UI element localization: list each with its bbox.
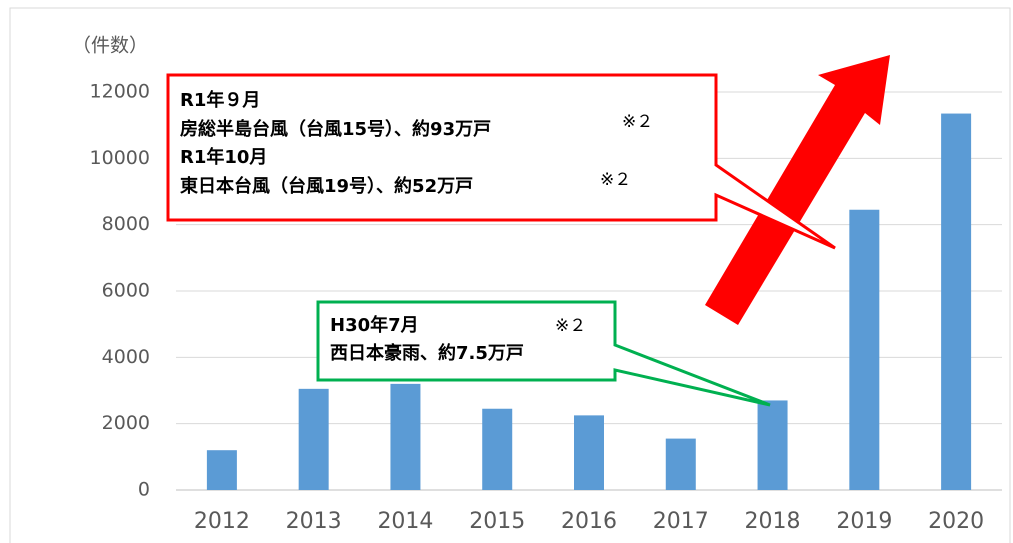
y-tick-label: 6000: [102, 280, 150, 302]
x-tick-label: 2019: [836, 509, 892, 534]
annotation-text: H30年7月: [330, 314, 419, 336]
x-tick-label: 2018: [745, 509, 801, 534]
annotation-text: 房総半島台風（台風15号）、約93万戸: [180, 118, 491, 140]
y-tick-label: 2000: [102, 412, 150, 434]
annotation-text: 西日本豪雨、約7.5万戸: [330, 342, 524, 364]
callout-box: [316, 300, 771, 407]
x-tick-label: 2017: [653, 509, 709, 534]
y-axis-label: （件数）: [72, 35, 148, 57]
y-tick-label: 4000: [102, 346, 150, 368]
bar: [298, 388, 329, 490]
callout-box: [166, 73, 836, 250]
x-tick-label: 2020: [928, 509, 984, 534]
annotation-text: ※２: [622, 112, 653, 132]
x-tick-label: 2013: [286, 509, 342, 534]
bar: [482, 408, 513, 490]
x-tick-label: 2012: [194, 509, 250, 534]
bar: [757, 400, 788, 490]
bar: [574, 415, 604, 490]
frame: [9, 7, 1011, 543]
x-tick-label: 2016: [561, 509, 617, 534]
annotation-text: 東日本台風（台風19号）、約52万戸: [180, 175, 473, 197]
annotation-text: R1年９月: [180, 89, 260, 111]
y-tick-label: 8000: [102, 213, 150, 235]
annotation-text: ※２: [600, 170, 631, 190]
bar: [206, 450, 237, 490]
annotation-text: ※２: [555, 316, 586, 336]
annotation-text: R1年10月: [180, 146, 267, 168]
trend-arrow: [705, 55, 890, 325]
bar: [665, 438, 696, 490]
bar: [849, 209, 880, 490]
y-tick-label: 10000: [90, 147, 150, 169]
x-tick-label: 2015: [469, 509, 525, 534]
bar: [941, 113, 972, 490]
bar: [390, 383, 421, 490]
y-tick-label: 0: [138, 479, 150, 501]
y-tick-label: 12000: [90, 81, 150, 103]
x-tick-label: 2014: [377, 509, 433, 534]
